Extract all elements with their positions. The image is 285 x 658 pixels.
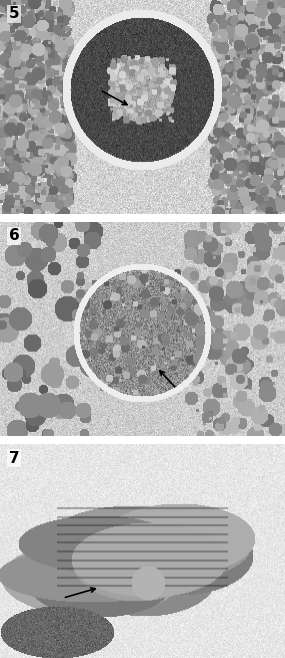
Text: 7: 7 [9,451,19,466]
Text: 5: 5 [9,7,19,22]
Text: 6: 6 [9,228,19,243]
